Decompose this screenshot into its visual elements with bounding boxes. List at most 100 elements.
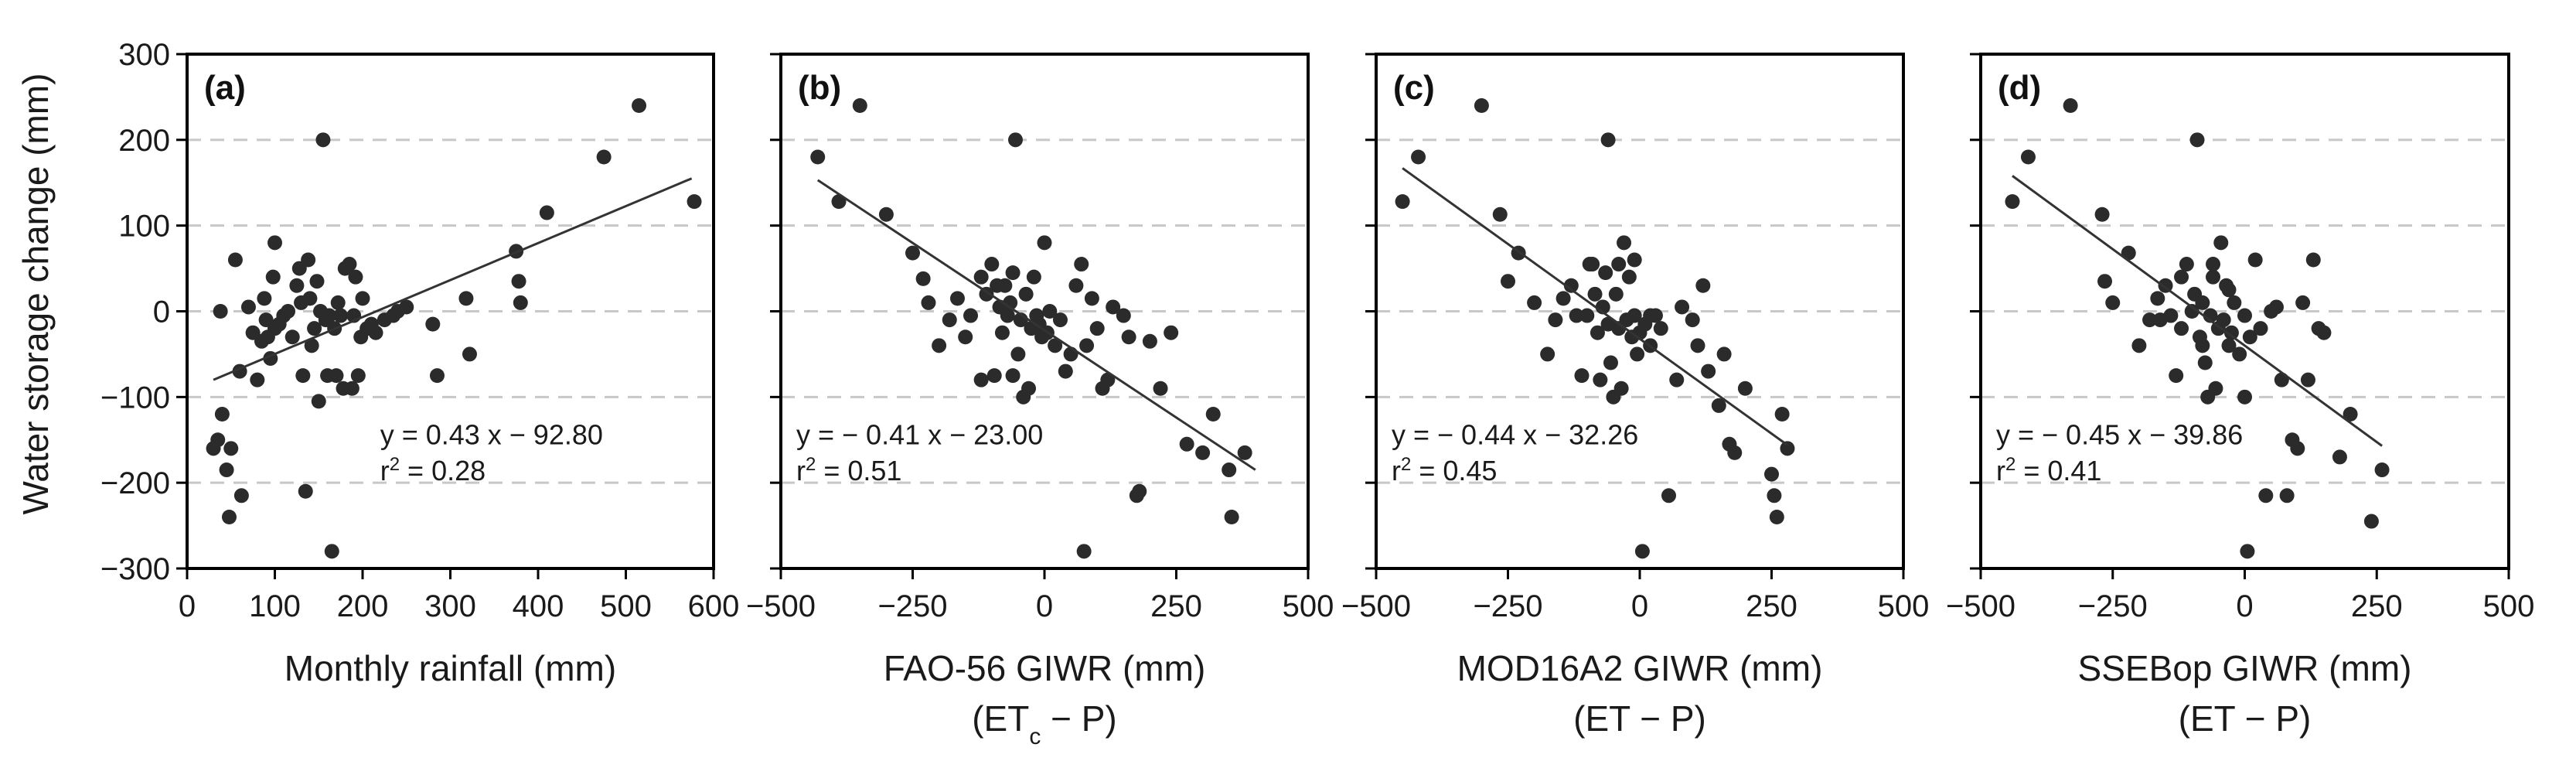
data-point: [511, 274, 526, 289]
data-point: [2195, 295, 2210, 310]
data-point: [1153, 381, 1168, 396]
data-point: [2247, 252, 2263, 268]
x-tick-label: 0: [2236, 589, 2253, 623]
r-squared: r2 = 0.28: [380, 453, 486, 486]
data-point: [2240, 544, 2255, 559]
data-point: [2174, 269, 2189, 285]
data-point: [1695, 278, 1711, 293]
data-point: [2197, 355, 2213, 370]
data-point: [2097, 274, 2113, 289]
regression-line: [213, 177, 693, 381]
regression-equation: y = − 0.41 x − 23.00: [796, 418, 1043, 450]
data-point: [1000, 308, 1015, 323]
data-point: [2237, 389, 2252, 404]
y-axis-title: Water storage change (mm): [15, 73, 56, 515]
regression-line: [2012, 175, 2383, 447]
r-squared-exponent: 2: [1401, 453, 1411, 474]
data-point: [942, 312, 957, 328]
data-point: [1010, 346, 1026, 362]
data-point: [2195, 338, 2210, 353]
data-point: [513, 295, 528, 310]
data-point: [2295, 295, 2311, 310]
r-squared-exponent: 2: [806, 453, 816, 474]
data-point: [1634, 544, 1650, 559]
data-point: [1600, 316, 1616, 332]
data-point: [330, 295, 346, 310]
data-point: [539, 205, 554, 220]
data-point: [1492, 207, 1508, 222]
data-point: [1074, 257, 1089, 272]
data-point: [213, 304, 228, 319]
data-point: [1237, 445, 1252, 460]
data-point: [298, 483, 313, 499]
data-point: [1048, 338, 1063, 353]
data-point: [311, 394, 326, 409]
data-point: [425, 316, 441, 332]
data-point: [2208, 381, 2223, 396]
data-point: [1079, 338, 1095, 353]
data-point: [949, 291, 965, 306]
data-point: [2184, 304, 2199, 319]
data-point: [1106, 299, 1121, 315]
panel-b: −500 −250 0 250 500(b)y = − 0.41 x − 23.00r2…: [746, 53, 1334, 749]
x-axis-subtitle: (ETc − P): [972, 698, 1117, 749]
x-tick-label: 250: [2351, 589, 2403, 623]
x-tick-label: 100: [249, 589, 301, 623]
data-point: [1052, 312, 1068, 328]
data-point: [348, 269, 363, 285]
regression-line: [1402, 167, 1788, 446]
data-point: [1005, 368, 1021, 384]
data-point: [958, 329, 973, 345]
x-axis-subtitle-text: (ET − P): [1573, 698, 1706, 739]
data-point: [986, 368, 1002, 384]
x-axis-title: SSEBop GIWR (mm): [2078, 648, 2412, 688]
data-point: [1716, 346, 1732, 362]
data-point: [350, 368, 366, 384]
data-point: [1611, 257, 1627, 272]
data-point: [240, 299, 256, 315]
panel-c: −500 −250 0 250 500(c)y = − 0.44 x − 32.26r2…: [1341, 53, 1930, 739]
data-point: [1613, 381, 1629, 396]
data-point: [1164, 325, 1179, 340]
x-tick-label: 500: [2483, 589, 2535, 623]
data-point: [315, 132, 331, 148]
data-point: [2206, 257, 2221, 272]
panel-a: 0 100 200 300 400 500 600 (a) y = 0.43 x − 92.80…: [176, 53, 739, 688]
data-point: [2343, 407, 2358, 422]
data-point: [2242, 329, 2257, 345]
data-point: [1501, 274, 1515, 289]
x-tick-label: 500: [1878, 589, 1930, 623]
data-point: [219, 463, 234, 478]
data-point: [973, 269, 989, 285]
data-point: [329, 368, 344, 384]
y-tick-label: 100: [118, 210, 170, 244]
data-point: [1690, 338, 1705, 353]
x-axis-subtitle: (ET − P): [1573, 698, 1706, 739]
x-axis-title: FAO-56 GIWR (mm): [884, 648, 1206, 688]
data-point: [921, 295, 936, 310]
data-point: [1701, 364, 1716, 379]
x-axis-subtitle: (ET − P): [2179, 698, 2312, 739]
data-point: [322, 308, 337, 323]
data-point: [1058, 364, 1073, 379]
data-point: [2020, 149, 2036, 165]
data-point: [368, 325, 383, 340]
data-point: [2268, 299, 2284, 315]
data-point: [1042, 304, 1058, 319]
data-point: [1579, 308, 1595, 323]
data-point: [355, 291, 370, 306]
data-point: [1527, 295, 1542, 310]
data-point: [221, 510, 237, 524]
data-point: [1548, 312, 1563, 328]
data-point: [342, 257, 357, 272]
x-tick-label: −500: [1341, 589, 1411, 623]
data-point: [1727, 445, 1743, 460]
data-point: [302, 291, 318, 306]
data-point: [1593, 372, 1608, 387]
data-point: [596, 149, 612, 165]
data-point: [2253, 321, 2268, 336]
data-point: [1026, 269, 1041, 285]
data-point: [344, 381, 359, 396]
data-point: [1737, 381, 1753, 396]
x-tick-label: 0: [1036, 589, 1053, 623]
